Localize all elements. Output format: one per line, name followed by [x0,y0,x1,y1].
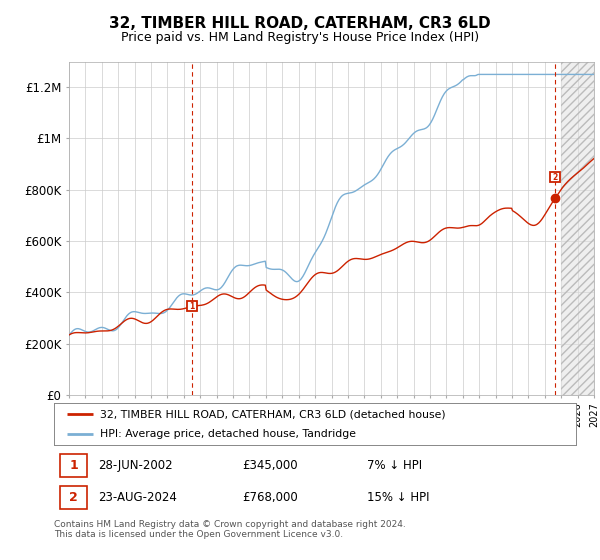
Text: 2: 2 [553,173,558,182]
Text: 15% ↓ HPI: 15% ↓ HPI [367,491,430,504]
Text: 32, TIMBER HILL ROAD, CATERHAM, CR3 6LD: 32, TIMBER HILL ROAD, CATERHAM, CR3 6LD [109,16,491,31]
Text: Price paid vs. HM Land Registry's House Price Index (HPI): Price paid vs. HM Land Registry's House … [121,31,479,44]
Text: £768,000: £768,000 [242,491,298,504]
Text: £345,000: £345,000 [242,459,298,472]
Text: 1: 1 [190,302,194,311]
Text: 32, TIMBER HILL ROAD, CATERHAM, CR3 6LD (detached house): 32, TIMBER HILL ROAD, CATERHAM, CR3 6LD … [100,409,446,419]
FancyBboxPatch shape [60,486,88,510]
Text: 7% ↓ HPI: 7% ↓ HPI [367,459,422,472]
Text: 23-AUG-2024: 23-AUG-2024 [98,491,177,504]
Text: 1: 1 [70,459,78,472]
FancyBboxPatch shape [60,454,88,477]
Text: Contains HM Land Registry data © Crown copyright and database right 2024.
This d: Contains HM Land Registry data © Crown c… [54,520,406,539]
Text: 2: 2 [70,491,78,504]
Text: HPI: Average price, detached house, Tandridge: HPI: Average price, detached house, Tand… [100,429,356,438]
Text: 28-JUN-2002: 28-JUN-2002 [98,459,173,472]
